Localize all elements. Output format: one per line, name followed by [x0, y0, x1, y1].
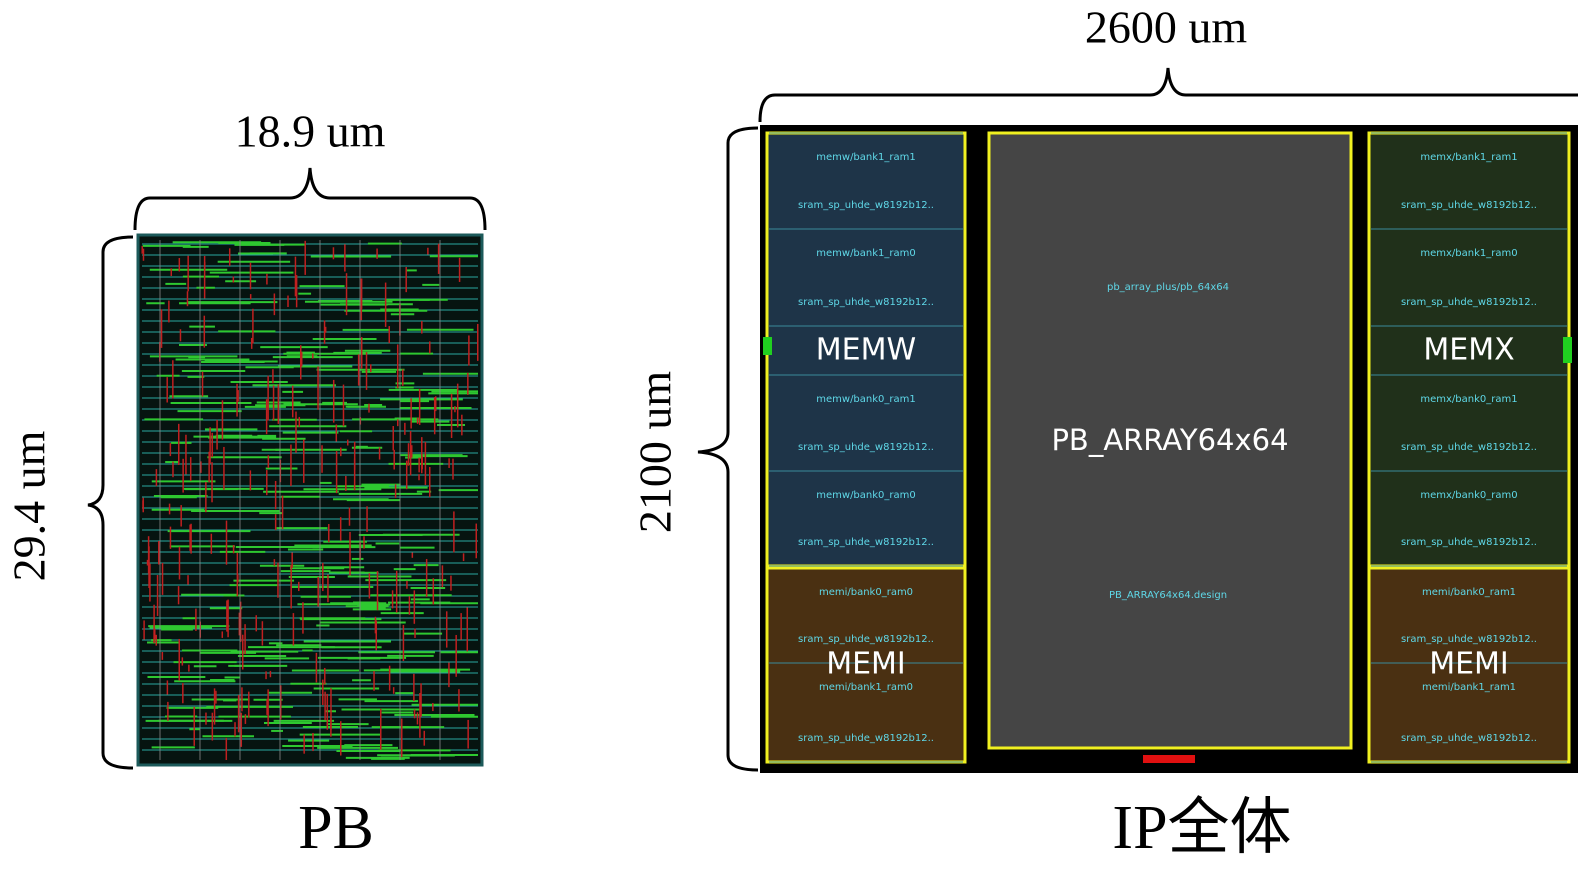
instance-name: memx/bank1_ram1 [1420, 152, 1517, 163]
instance-name: memi/bank1_ram0 [819, 682, 913, 693]
master-name: sram_sp_uhde_w8192b12.. [1401, 297, 1537, 308]
caption: PB [298, 794, 374, 862]
instance-name: memw/bank1_ram1 [816, 152, 916, 163]
instance-name: memi/bank0_ram1 [1422, 587, 1516, 598]
pb-die [138, 235, 482, 765]
instance-name: memw/bank1_ram0 [816, 248, 916, 259]
instance-name: memw/bank0_ram0 [816, 490, 916, 501]
master-name: sram_sp_uhde_w8192b12.. [798, 634, 934, 645]
width-brace [760, 68, 1578, 122]
width-brace [135, 168, 485, 230]
master-name: sram_sp_uhde_w8192b12.. [1401, 634, 1537, 645]
block-label: MEMW [816, 333, 916, 368]
master-name: sram_sp_uhde_w8192b12.. [1401, 442, 1537, 453]
dimension-label: 18.9 um [235, 106, 386, 157]
instance-name: memx/bank0_ram0 [1420, 490, 1517, 501]
pb-layout [138, 235, 482, 765]
master-name: sram_sp_uhde_w8192b12.. [798, 200, 934, 211]
master-name: sram_sp_uhde_w8192b12.. [798, 442, 934, 453]
instance-name: memi/bank1_ram1 [1422, 682, 1516, 693]
block-label: MEMX [1423, 333, 1514, 368]
height-brace [88, 237, 133, 768]
figure: 18.9 um 29.4 um PB memw/bank1_ram1 sram_s… [0, 0, 1578, 869]
block-label: MEMI [826, 647, 906, 682]
block-label: PB_ARRAY64x64 [1051, 423, 1288, 457]
block-label: MEMI [1429, 647, 1509, 682]
master-name: sram_sp_uhde_w8192b12.. [1401, 537, 1537, 548]
pin-marker [1563, 337, 1572, 363]
master-name: sram_sp_uhde_w8192b12.. [798, 297, 934, 308]
pin-marker [763, 337, 772, 355]
instance-name: memw/bank0_ram1 [816, 394, 916, 405]
caption: IP全体 [1112, 794, 1291, 862]
master-name: sram_sp_uhde_w8192b12.. [798, 733, 934, 744]
design-name: PB_ARRAY64x64.design [1109, 590, 1227, 601]
instance-name: memx/bank0_ram1 [1420, 394, 1517, 405]
instance-name: pb_array_plus/pb_64x64 [1107, 282, 1229, 293]
pin-marker [1143, 755, 1195, 763]
dimension-label: 29.4 um [4, 430, 55, 581]
height-brace [698, 128, 758, 770]
instance-name: memi/bank0_ram0 [819, 587, 913, 598]
master-name: sram_sp_uhde_w8192b12.. [1401, 733, 1537, 744]
master-name: sram_sp_uhde_w8192b12.. [798, 537, 934, 548]
dimension-label: 2600 um [1085, 2, 1248, 53]
instance-name: memx/bank1_ram0 [1420, 248, 1517, 259]
dimension-label: 2100 um [630, 371, 681, 534]
master-name: sram_sp_uhde_w8192b12.. [1401, 200, 1537, 211]
